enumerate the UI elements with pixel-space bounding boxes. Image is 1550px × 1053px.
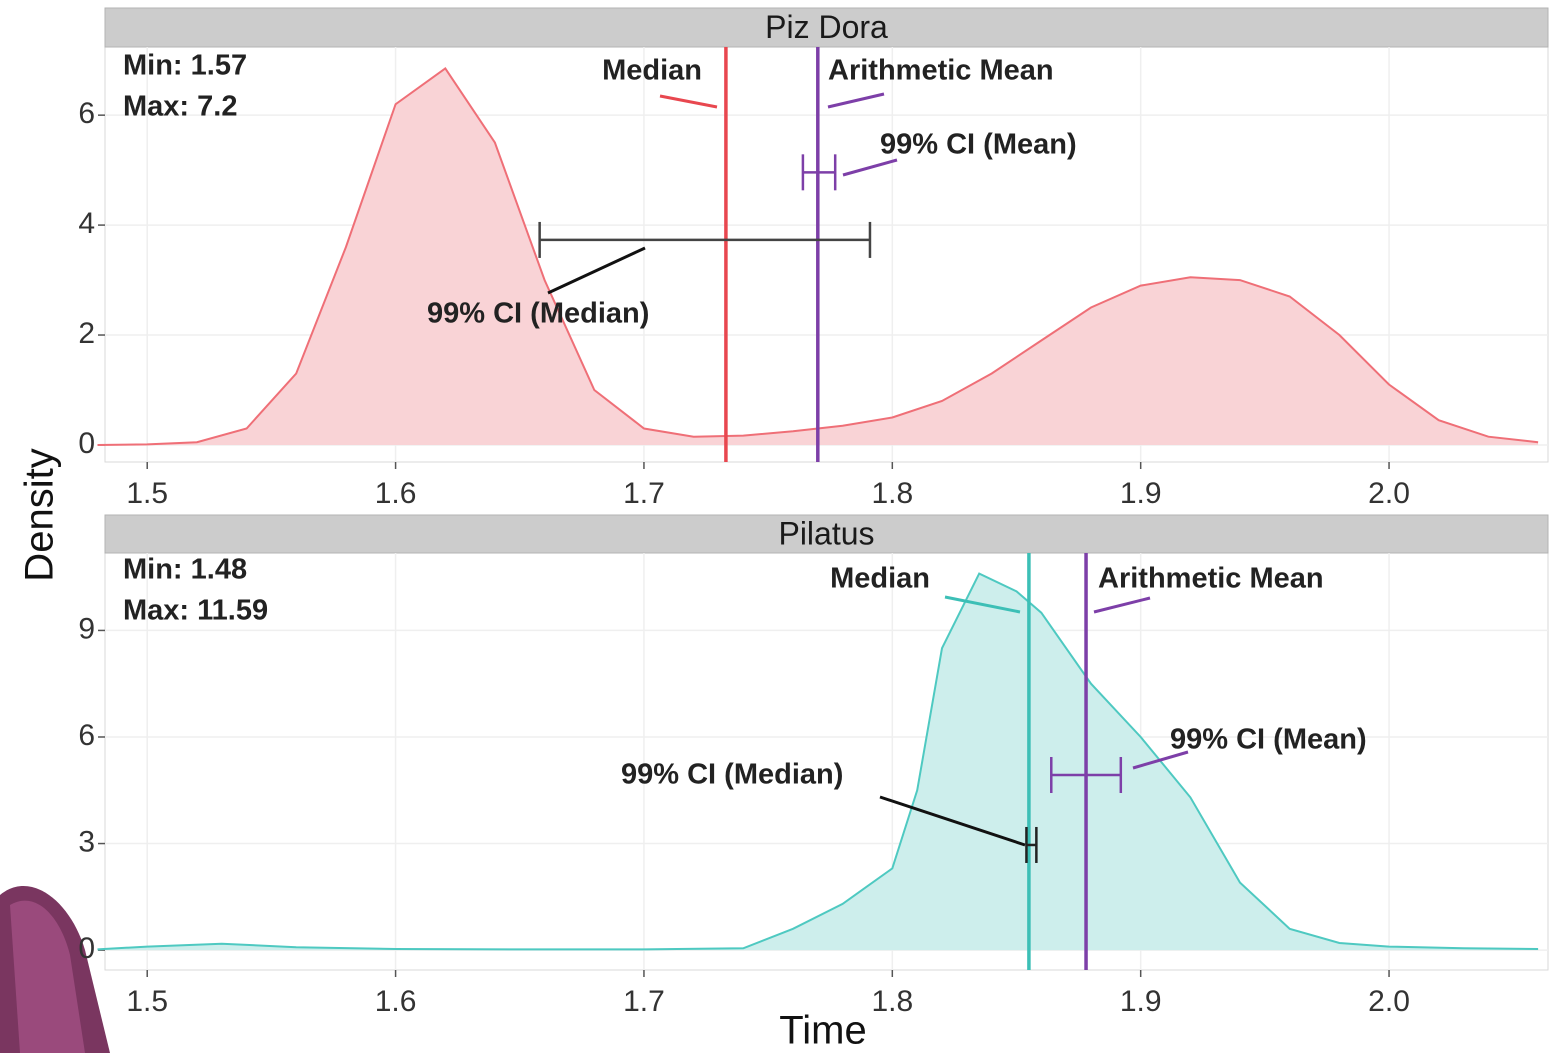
density-area [105, 68, 1539, 445]
y-tick-label: 6 [78, 719, 95, 752]
x-tick-label: 1.7 [623, 477, 665, 510]
x-tick-label: 1.7 [623, 985, 665, 1018]
interval-label: 99% CI (Median) [427, 298, 649, 330]
x-tick-label: 1.6 [375, 985, 417, 1018]
marker-label: Median [602, 55, 702, 87]
x-tick-label: 1.5 [126, 477, 168, 510]
interval-label: 99% CI (Mean) [880, 129, 1077, 161]
density-area [105, 573, 1539, 951]
interval-label: 99% CI (Mean) [1170, 724, 1367, 756]
strip-title: Piz Dora [765, 9, 888, 45]
leader-line [842, 158, 898, 177]
density-line [97, 572, 1539, 951]
leader-line [1093, 596, 1151, 614]
y-tick-label: 0 [78, 932, 95, 965]
strip [104, 7, 1549, 48]
marker-label: Arithmetic Mean [828, 55, 1054, 87]
y-tick-label: 9 [78, 612, 95, 645]
strip-title: Pilatus [778, 515, 874, 551]
x-tick-label: 1.9 [1120, 985, 1162, 1018]
stat-annotation: Max: 7.2 [123, 91, 237, 123]
leader-line [879, 795, 1026, 847]
panel-background [104, 552, 1549, 971]
x-axis-title: Time [779, 1009, 866, 1053]
stat-annotation: Min: 1.48 [123, 554, 247, 586]
y-tick-label: 2 [78, 317, 95, 350]
stat-annotation: Min: 1.57 [123, 50, 247, 82]
y-tick-label: 4 [78, 207, 95, 240]
x-tick-label: 2.0 [1368, 985, 1410, 1018]
marker-label: Arithmetic Mean [1098, 563, 1324, 595]
y-axis-title: Density [18, 448, 62, 581]
stat-annotation: Max: 11.59 [123, 595, 268, 627]
interval-label: 99% CI (Median) [621, 759, 843, 791]
x-tick-label: 1.5 [126, 985, 168, 1018]
marker-label: Median [830, 563, 930, 595]
x-tick-label: 1.9 [1120, 477, 1162, 510]
leader-line [659, 94, 718, 109]
x-tick-label: 2.0 [1368, 477, 1410, 510]
leader-line [1132, 750, 1189, 770]
y-tick-label: 6 [78, 97, 95, 130]
x-tick-label: 1.8 [871, 985, 913, 1018]
leader-line [547, 246, 646, 295]
strip [104, 514, 1549, 554]
leader-line [944, 595, 1021, 614]
y-tick-label: 3 [78, 825, 95, 858]
corner-figure-highlight [10, 900, 85, 1053]
leader-line [827, 92, 885, 109]
y-tick-label: 0 [78, 427, 95, 460]
x-tick-label: 1.8 [871, 477, 913, 510]
x-tick-label: 1.6 [375, 477, 417, 510]
